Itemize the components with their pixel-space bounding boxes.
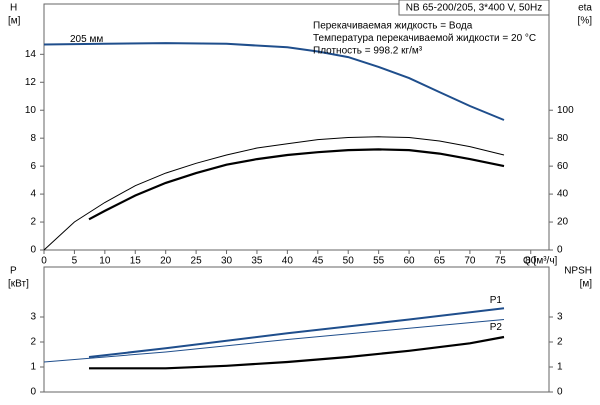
y2-axis-label: eta <box>578 3 592 14</box>
title-box <box>398 0 550 16</box>
x-tick-label: 55 <box>373 256 385 267</box>
curve <box>88 148 505 221</box>
x-tick-label: 75 <box>495 256 507 267</box>
x-tick-label: 65 <box>434 256 446 267</box>
y-tick-label: 14 <box>25 49 37 60</box>
plot-frame <box>43 3 550 251</box>
x-tick-label: 30 <box>221 256 233 267</box>
y-tick-label: 10 <box>25 105 37 116</box>
y2-tick-label: 20 <box>557 217 569 228</box>
x-tick-label: 0 <box>41 256 47 267</box>
y-tick-label: 6 <box>30 161 36 172</box>
y2-tick-label: 100 <box>557 105 574 116</box>
y2-tick-label: 2 <box>557 337 563 348</box>
x-tick-label: 15 <box>130 256 142 267</box>
y-tick-label: 0 <box>30 387 36 398</box>
curve <box>89 335 505 370</box>
curve <box>43 42 505 121</box>
y-axis-label: P <box>10 266 17 277</box>
x-tick-label: 20 <box>160 256 172 267</box>
series-label: P1 <box>490 295 503 306</box>
y-tick-label: 4 <box>30 189 36 200</box>
x-axis-label: Q [м³/ч] <box>523 256 558 267</box>
y-tick-label: 3 <box>30 312 36 323</box>
chart-title: NB 65-200/205, 3*400 V, 50Hz <box>406 3 542 14</box>
y-axis-label: H <box>10 3 17 14</box>
x-tick-label: 80 <box>525 256 537 267</box>
y-tick-label: 1 <box>30 362 36 373</box>
curve <box>43 136 505 251</box>
y-tick-label: 2 <box>30 217 36 228</box>
series-label: P2 <box>490 322 503 333</box>
y-axis-unit: [кВт] <box>8 279 29 290</box>
y2-tick-label: 1 <box>557 362 563 373</box>
y-tick-label: 12 <box>25 77 37 88</box>
y2-axis-unit: [%] <box>578 16 593 27</box>
y-axis-unit: [м] <box>8 16 21 27</box>
series-label: 205 мм <box>70 34 103 45</box>
x-tick-label: 45 <box>312 256 324 267</box>
curve <box>43 319 505 363</box>
x-tick-label: 50 <box>343 256 355 267</box>
y2-axis-label: NPSH <box>564 266 592 277</box>
y-tick-label: 0 <box>30 245 36 256</box>
y-tick-label: 8 <box>30 133 36 144</box>
x-tick-label: 25 <box>191 256 203 267</box>
y2-tick-label: 0 <box>557 387 563 398</box>
x-tick-label: 40 <box>282 256 294 267</box>
x-tick-label: 60 <box>403 256 415 267</box>
x-tick-label: 35 <box>251 256 263 267</box>
annotation: Плотность = 998.2 кг/м³ <box>313 46 423 57</box>
y2-tick-label: 60 <box>557 161 569 172</box>
y2-tick-label: 40 <box>557 189 569 200</box>
y2-tick-label: 0 <box>557 245 563 256</box>
y-tick-label: 2 <box>30 337 36 348</box>
y2-axis-unit: [м] <box>580 279 593 290</box>
y2-tick-label: 80 <box>557 133 569 144</box>
annotation: Температура перекачиваемой жидкости = 20… <box>313 33 536 44</box>
x-tick-label: 5 <box>72 256 78 267</box>
y2-tick-label: 3 <box>557 312 563 323</box>
annotation: Перекачиваемая жидкость = Вода <box>313 21 473 32</box>
x-tick-label: 10 <box>99 256 111 267</box>
x-tick-label: 70 <box>464 256 476 267</box>
plot-frame <box>43 266 550 393</box>
curve <box>88 307 505 358</box>
